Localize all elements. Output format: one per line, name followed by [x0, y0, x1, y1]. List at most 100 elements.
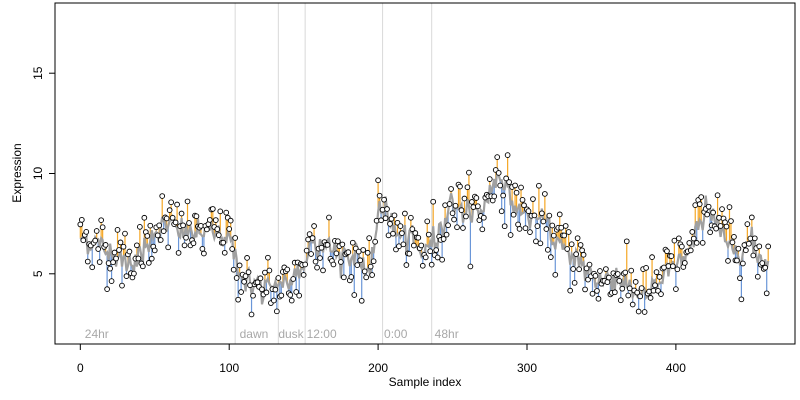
data-point	[547, 254, 554, 261]
data-point	[646, 288, 652, 295]
data-point	[284, 266, 291, 273]
data-point	[318, 244, 325, 251]
data-point	[674, 266, 681, 273]
data-point	[367, 263, 374, 270]
data-point	[434, 254, 441, 261]
data-point	[314, 264, 320, 271]
data-point	[582, 286, 588, 293]
data-point	[503, 175, 509, 182]
data-point	[576, 266, 582, 273]
data-point	[274, 308, 280, 315]
data-point	[552, 271, 559, 278]
data-point	[728, 218, 734, 224]
data-point	[369, 272, 375, 278]
data-point	[561, 232, 568, 239]
data-point	[762, 264, 769, 271]
data-point	[543, 226, 550, 232]
data-point	[512, 182, 518, 189]
data-point	[516, 226, 523, 232]
data-point	[653, 269, 660, 275]
data-point	[714, 192, 721, 199]
data-point	[649, 254, 655, 260]
data-point	[293, 289, 300, 295]
annotation-label: dawn	[240, 327, 269, 341]
data-point	[625, 292, 632, 299]
data-point	[759, 260, 766, 266]
data-point	[223, 209, 230, 216]
data-point	[419, 262, 426, 269]
data-point	[366, 235, 373, 241]
data-point	[410, 242, 417, 249]
data-point	[137, 224, 143, 230]
data-point	[425, 231, 432, 238]
data-point	[117, 239, 124, 246]
data-point	[494, 154, 501, 160]
data-point	[448, 186, 454, 192]
data-point	[430, 198, 437, 205]
data-point	[278, 292, 285, 299]
data-point	[154, 232, 161, 239]
data-point	[181, 242, 188, 249]
data-point	[104, 286, 110, 292]
data-point	[312, 258, 319, 265]
data-point	[470, 204, 477, 210]
data-point	[338, 259, 344, 265]
data-point	[565, 229, 572, 235]
data-point	[595, 295, 602, 302]
data-point	[363, 274, 370, 281]
data-point	[333, 250, 340, 257]
data-point	[361, 268, 368, 275]
data-point	[302, 261, 308, 268]
data-point	[628, 267, 635, 274]
data-point	[230, 266, 237, 273]
data-point	[415, 234, 422, 241]
data-point	[244, 255, 250, 261]
y-axis-title: Expression	[10, 143, 24, 202]
data-point	[716, 214, 722, 221]
data-point	[707, 229, 713, 236]
data-point	[534, 223, 541, 229]
data-point	[370, 258, 377, 265]
data-point	[461, 195, 468, 202]
data-point	[546, 212, 553, 219]
data-point	[102, 242, 109, 248]
data-point	[735, 245, 742, 252]
x-tick-label: 200	[368, 361, 388, 375]
data-point	[537, 240, 544, 247]
data-point	[506, 179, 512, 185]
data-point	[521, 202, 527, 209]
data-point	[296, 292, 303, 299]
data-point	[247, 282, 253, 289]
data-point	[403, 262, 410, 268]
data-point	[259, 286, 265, 293]
data-point	[290, 276, 297, 282]
data-point	[119, 282, 125, 289]
data-point	[163, 215, 170, 222]
data-point	[275, 275, 282, 281]
data-point	[699, 240, 706, 246]
data-point	[339, 241, 346, 248]
y-tick-label: 5	[31, 270, 45, 277]
data-point	[698, 194, 705, 200]
data-point	[750, 252, 757, 259]
data-point	[617, 297, 624, 304]
data-point	[710, 209, 716, 216]
data-point	[201, 250, 207, 257]
data-point	[139, 263, 146, 270]
data-point	[539, 210, 545, 217]
data-point	[183, 234, 189, 241]
data-point	[250, 292, 256, 299]
x-tick-label: 0	[77, 361, 84, 375]
annotation-label: 0:00	[384, 327, 408, 341]
data-point	[428, 261, 435, 268]
data-point	[449, 210, 456, 217]
data-point	[686, 240, 693, 246]
data-point	[571, 279, 578, 286]
data-point	[656, 274, 663, 280]
data-point	[168, 199, 174, 206]
y-axis: 5 10 15	[31, 66, 56, 277]
data-point	[604, 279, 611, 285]
data-point	[141, 214, 148, 221]
data-point	[190, 240, 197, 247]
data-point	[687, 247, 694, 254]
